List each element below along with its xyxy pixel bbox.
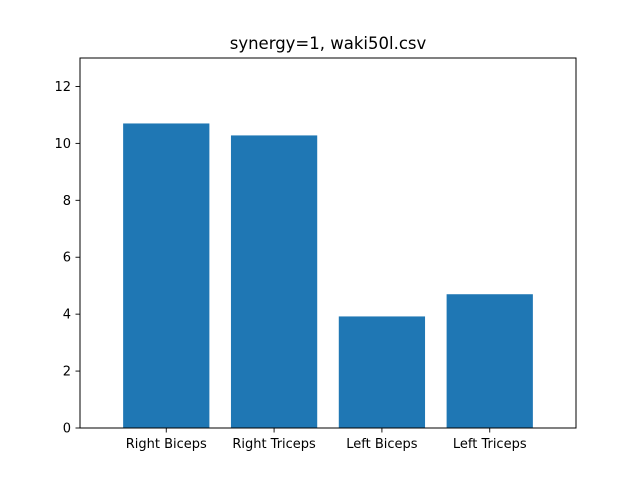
y-tick-label: 6 [63,251,71,266]
bars-layer [123,123,533,428]
x-tick-label-right-biceps: Right Biceps [126,437,207,452]
y-tick-label: 4 [63,308,71,323]
bar-right-biceps [123,123,210,428]
plot-frame [79,57,577,429]
bar-left-triceps [446,294,533,428]
x-axis: Right Biceps Right Triceps Left Biceps Left… [126,428,527,452]
x-tick-label-right-triceps: Right Triceps [232,437,316,452]
y-tick-label: 12 [54,80,71,95]
y-tick-label: 0 [63,422,71,437]
y-tick-label: 10 [54,137,71,152]
y-tick-label: 2 [63,365,71,380]
chart-title: synergy=1, waki50l.csv [230,34,427,53]
bar-left-biceps [338,316,426,428]
x-tick-label-left-biceps: Left Biceps [346,437,418,452]
y-axis: 0 2 4 6 8 10 12 [54,80,80,437]
y-tick-label: 8 [63,194,71,209]
x-tick-label-left-triceps: Left Triceps [453,437,527,452]
bar-right-triceps [230,135,318,428]
